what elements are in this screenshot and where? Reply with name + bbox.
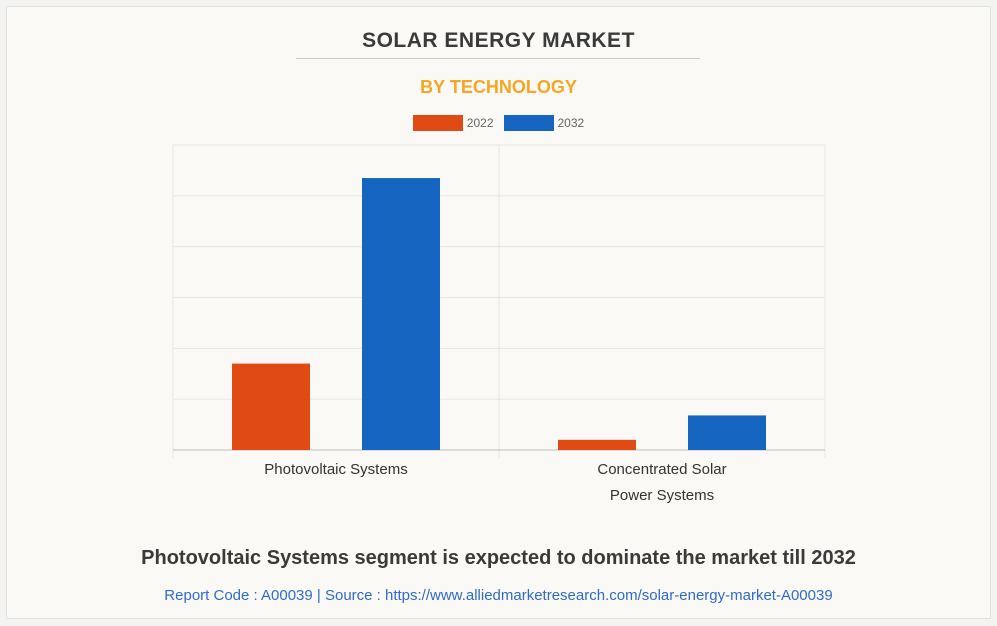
legend-label-2022: 2022 [466,116,494,130]
chart-legend: 2022 2032 [7,115,990,131]
legend-swatch-2022 [412,115,463,131]
x-tick-label: Concentrated Solar [597,461,726,478]
x-tick-label: Photovoltaic Systems [264,461,407,478]
legend-swatch-2032 [503,115,554,131]
legend-label-2032: 2032 [557,116,585,130]
x-tick-label: Power Systems [610,487,714,504]
headline-text: Photovoltaic Systems segment is expected… [141,547,856,569]
footer-source[interactable]: Report Code : A00039 | Source : https://… [164,587,833,604]
legend-item-2032[interactable]: 2032 [503,115,585,131]
bar-chart: Photovoltaic Systems Concentrated Solar Po… [172,144,826,504]
bar-2022-photovoltaic[interactable] [232,363,310,450]
chart-title: SOLAR ENERGY MARKET [362,29,635,52]
chart-card: SOLAR ENERGY MARKET BY TECHNOLOGY 2022 2… [6,6,991,619]
bar-2032-concentrated-solar[interactable] [688,415,766,450]
bar-2032-photovoltaic[interactable] [362,178,440,450]
bar-2022-concentrated-solar[interactable] [558,439,636,450]
legend-item-2022[interactable]: 2022 [412,115,494,131]
chart-subtitle: BY TECHNOLOGY [420,77,577,97]
title-divider [296,58,700,59]
